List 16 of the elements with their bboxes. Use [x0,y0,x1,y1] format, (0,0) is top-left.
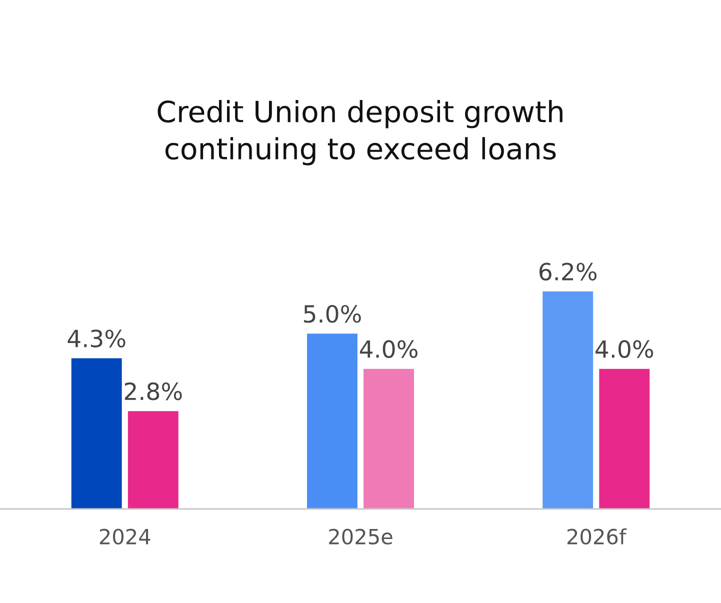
data-label: 4.0% [360,340,418,358]
bar [598,367,652,509]
chart-title: Credit Union deposit growth continuing to exceed loans [158,100,562,166]
bar [70,356,124,509]
x-tick-label: 2026f [567,528,627,545]
bar [126,410,180,509]
data-label: 6.2% [540,262,597,281]
bar [306,332,359,509]
x-tick-label: 2024 [100,528,150,545]
bar [541,290,594,509]
bar [362,367,416,509]
data-label: 4.0% [596,340,654,358]
data-label: 2.8% [124,382,182,400]
data-label: 5.0% [304,304,361,323]
data-label: 4.3% [68,330,126,348]
x-tick-label: 2025e [329,528,392,545]
